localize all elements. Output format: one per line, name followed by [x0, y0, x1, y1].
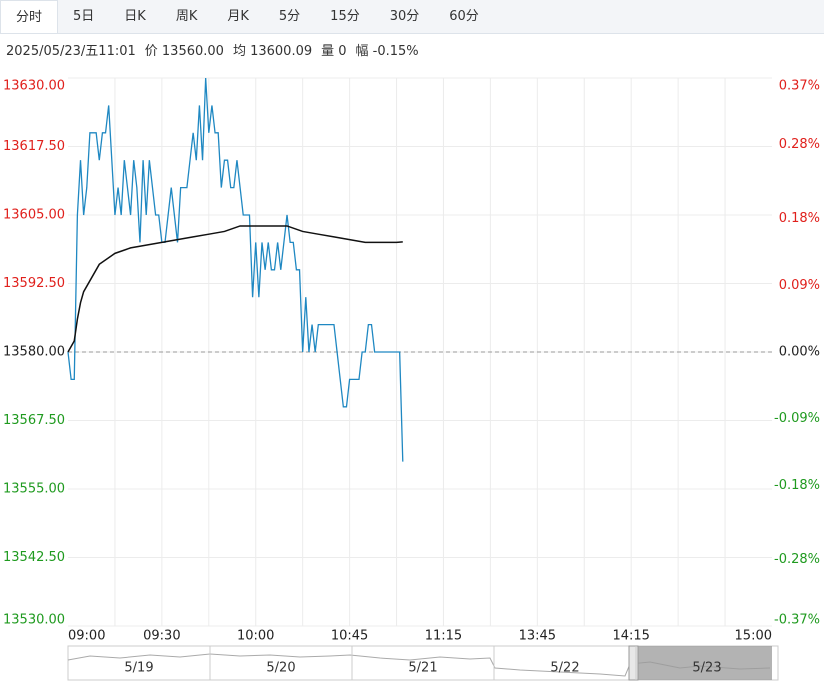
x-tick-label: 09:00 — [68, 629, 105, 644]
y-tick-label: 13592.50 — [3, 276, 65, 291]
x-tick-label: 15:00 — [735, 629, 772, 644]
navigator-date: 5/23 — [692, 661, 721, 676]
x-tick-label: 14:15 — [612, 629, 649, 644]
x-tick-label: 10:00 — [237, 629, 274, 644]
y2-tick-label: -0.37% — [774, 613, 820, 628]
tab[interactable]: 分时 — [0, 0, 59, 33]
y-tick-label: 13555.00 — [3, 482, 65, 497]
tab[interactable]: 30分 — [389, 9, 420, 24]
y-tick-label: 13580.00 — [3, 345, 65, 360]
y-tick-label: 13567.50 — [3, 413, 65, 428]
navigator-handle[interactable] — [628, 645, 639, 681]
navigator-window[interactable] — [638, 646, 772, 680]
average-line — [67, 225, 403, 353]
navigator-date: 5/22 — [550, 661, 579, 676]
y2-tick-label: 0.09% — [779, 278, 820, 293]
x-tick-label: 11:15 — [425, 629, 462, 644]
y-tick-label: 13605.00 — [3, 208, 65, 223]
tab[interactable]: 5日 — [73, 9, 95, 24]
info-item: 幅 -0.15% — [355, 44, 419, 59]
y2-tick-label: 0.00% — [779, 345, 820, 360]
y-tick-label: 13630.00 — [3, 79, 65, 94]
y2-tick-label: -0.28% — [774, 552, 820, 567]
y-tick-label: 13617.50 — [3, 139, 65, 154]
y2-tick-label: -0.18% — [774, 478, 820, 493]
y-tick-label: 13542.50 — [3, 550, 65, 565]
x-tick-label: 09:30 — [143, 629, 180, 644]
info-item: 2025/05/23/五11:01 — [6, 44, 136, 59]
plot: 13630.00 13617.50 13605.00 13592.50 13580.00… — [3, 77, 820, 644]
navigator-date: 5/20 — [266, 661, 295, 676]
y2-tick-label: -0.09% — [774, 411, 820, 426]
navigator-date: 5/19 — [124, 661, 153, 676]
price-line — [67, 77, 404, 462]
y2-tick-label: 0.37% — [779, 79, 820, 94]
info-bar: 2025/05/23/五11:01 价 13560.00 均 13600.09 量 0… — [6, 40, 419, 59]
y2-tick-label: 0.18% — [779, 211, 820, 226]
tab-bar: 分时 5日 日K 周K 月K 5分 15分 30分 60分 — [0, 0, 824, 34]
tab[interactable]: 日K — [124, 9, 146, 24]
info-item: 量 0 — [321, 44, 347, 59]
tab[interactable]: 60分 — [449, 9, 479, 24]
x-tick-label: 13:45 — [519, 629, 556, 644]
navigator-date: 5/21 — [408, 661, 437, 676]
tab[interactable]: 月K — [227, 9, 249, 24]
x-tick-label: 10:45 — [331, 629, 368, 644]
tab[interactable]: 周K — [175, 9, 198, 24]
y2-tick-label: 0.28% — [779, 137, 820, 152]
tab[interactable]: 5分 — [278, 9, 301, 24]
tab[interactable]: 15分 — [330, 9, 360, 24]
info-item: 均 13600.09 — [232, 44, 313, 59]
info-item: 价 13560.00 — [144, 44, 224, 59]
y-tick-label: 13530.00 — [3, 613, 65, 628]
